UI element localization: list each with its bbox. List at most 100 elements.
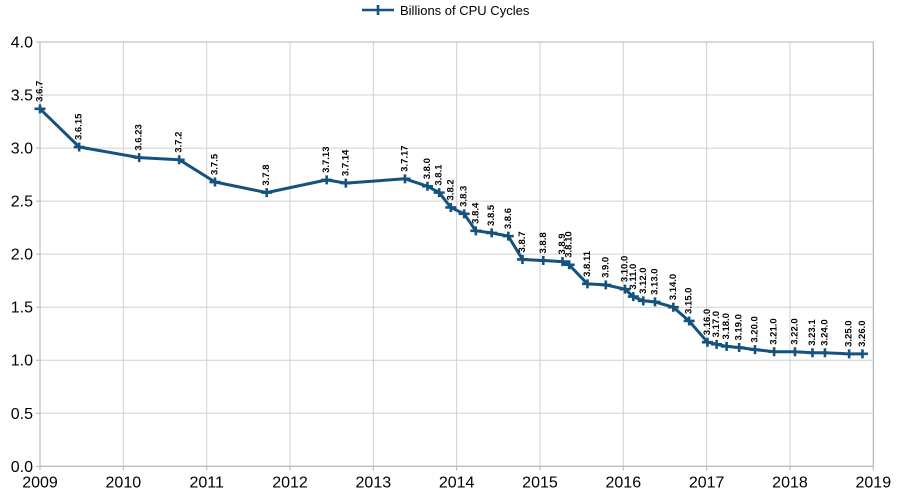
data-point-label: 3.8.10	[564, 231, 575, 257]
data-point-label: 3.8.6	[503, 208, 514, 229]
data-point-marker	[819, 348, 831, 358]
data-point-marker	[73, 142, 85, 152]
data-point-marker	[721, 341, 733, 351]
data-point-label: 3.18.0	[721, 313, 732, 339]
data-point-marker	[209, 177, 221, 187]
data-point-label: 3.7.14	[340, 149, 351, 176]
y-tick-label: 3.0	[11, 141, 33, 158]
data-point-marker	[516, 254, 528, 264]
data-point-label: 3.24.0	[819, 319, 830, 345]
data-point-label: 3.20.0	[749, 316, 760, 342]
data-point-label: 3.8.1	[434, 164, 445, 186]
data-point-label: 3.12.0	[638, 267, 649, 293]
data-point-marker	[619, 284, 631, 294]
y-tick-label: 1.0	[11, 353, 33, 370]
x-tick-label: 2014	[439, 474, 475, 491]
data-point-label: 3.21.0	[769, 318, 780, 344]
data-point-label: 3.8.5	[486, 204, 497, 226]
data-point-label: 3.15.0	[684, 288, 695, 314]
x-tick-label: 2015	[522, 474, 558, 491]
data-point-label: 3.6.7	[35, 81, 46, 102]
legend-label: Billions of CPU Cycles	[400, 2, 530, 18]
data-point-label: 3.23.1	[807, 319, 818, 346]
plot-border	[39, 41, 874, 467]
data-point-label: 3.25.0	[844, 320, 855, 346]
y-tick-label: 0.5	[11, 406, 33, 423]
x-tick-label: 2011	[189, 474, 224, 491]
data-point-marker	[733, 342, 745, 352]
data-point-marker	[502, 231, 514, 241]
data-point-label: 3.7.2	[174, 132, 185, 153]
data-point-label: 3.17.0	[711, 311, 722, 337]
y-tick-label: 2.0	[11, 247, 33, 264]
data-point-marker	[581, 279, 593, 289]
data-point-label: 3.22.0	[789, 318, 800, 344]
data-point-marker	[433, 188, 445, 198]
data-point-marker	[563, 260, 575, 270]
x-tick-label: 2018	[772, 474, 808, 491]
data-point-label: 3.8.3	[459, 186, 470, 207]
x-tick-label: 2017	[689, 474, 725, 491]
data-point-label: 3.8.7	[517, 231, 528, 252]
data-point-marker	[683, 316, 695, 326]
legend-series-marker-icon	[362, 5, 394, 15]
data-point-marker	[399, 174, 411, 184]
data-point-label: 3.19.0	[734, 314, 745, 340]
data-point-label: 3.7.8	[261, 164, 272, 185]
data-point-marker	[321, 175, 333, 185]
data-point-label: 3.11.0	[628, 264, 639, 290]
data-point-marker	[627, 292, 639, 302]
data-point-marker	[34, 104, 46, 114]
data-point-marker	[768, 347, 780, 357]
data-point-label: 3.13.0	[649, 268, 660, 294]
data-point-marker	[856, 349, 868, 359]
y-tick-label: 2.5	[11, 194, 33, 211]
data-point-marker	[556, 257, 568, 267]
y-tick-label: 3.5	[11, 88, 33, 105]
chart-legend: Billions of CPU Cycles	[361, 2, 529, 18]
data-point-marker	[537, 256, 549, 266]
data-point-marker	[458, 209, 470, 219]
data-point-marker	[843, 349, 855, 359]
data-point-label: 3.6.15	[74, 113, 85, 140]
y-tick-label: 4.0	[11, 35, 33, 52]
axes: 0.0 0.5 1.0 1.5 2.0 2.5 3.0 3.5 4.0 2009 2010 2011 2…	[11, 35, 891, 492]
data-point-marker	[711, 339, 723, 349]
y-tick-label: 1.5	[11, 300, 33, 317]
x-tick-label: 2012	[272, 474, 308, 491]
data-point-marker	[133, 153, 145, 163]
data-point-marker	[667, 302, 679, 312]
x-tick-label: 2019	[856, 474, 892, 491]
x-tick-label: 2016	[606, 474, 642, 491]
data-point-label: 3.26.0	[857, 320, 868, 346]
data-point-marker	[789, 347, 801, 357]
data-point-label: 3.7.17	[399, 145, 410, 171]
data-point-label: 3.10.0	[619, 256, 630, 282]
data-point-marker	[637, 296, 649, 306]
y-tick-label: 0.0	[11, 459, 33, 476]
data-point-marker	[173, 155, 185, 165]
point-labels: 3.6.7 3.6.15 3.6.23 3.7.2 3.7.5 3.7.8 3.7.13 3.…	[35, 81, 868, 347]
series	[34, 104, 868, 359]
x-tick-label: 2010	[106, 474, 142, 491]
data-point-marker	[600, 280, 612, 290]
data-point-marker	[445, 202, 457, 212]
data-point-label: 3.8.4	[470, 202, 481, 224]
data-point-label: 3.8.0	[422, 158, 433, 179]
data-point-marker	[701, 337, 713, 347]
x-tick-label: 2013	[356, 474, 392, 491]
data-point-marker	[486, 228, 498, 238]
data-point-label: 3.8.8	[538, 232, 549, 253]
data-point-label: 3.7.5	[209, 153, 220, 175]
data-point-label: 3.8.2	[445, 179, 456, 200]
data-point-marker	[749, 345, 761, 355]
data-point-label: 3.16.0	[702, 309, 713, 335]
data-point-marker	[649, 297, 661, 307]
data-point-label: 3.14.0	[668, 274, 679, 300]
data-point-marker	[470, 226, 482, 236]
data-point-label: 3.9.0	[600, 257, 611, 278]
data-point-marker	[340, 178, 352, 188]
x-tick-label: 2009	[22, 474, 58, 491]
data-point-label: 3.8.11	[582, 250, 593, 277]
data-point-label: 3.6.23	[134, 124, 145, 150]
